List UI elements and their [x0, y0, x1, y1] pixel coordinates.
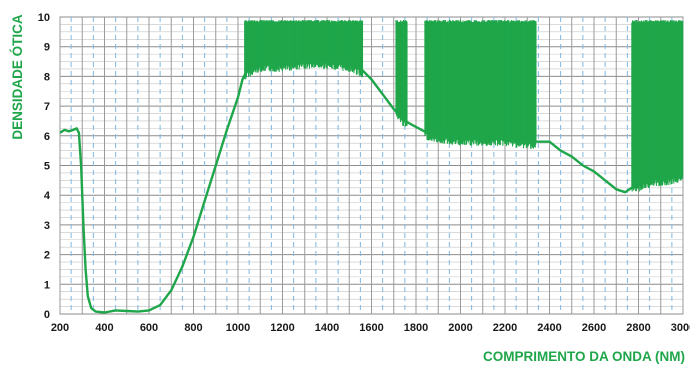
y-tick-label: 8 [44, 71, 50, 83]
x-tick-label: 2600 [582, 322, 606, 334]
x-tick-label: 1600 [359, 322, 383, 334]
x-tick-label: 1000 [226, 322, 250, 334]
y-tick-label: 4 [44, 190, 51, 202]
y-tick-label: 9 [44, 42, 50, 54]
x-tick-label: 2800 [626, 322, 650, 334]
x-axis-title: COMPRIMENTO DA ONDA (NM) [483, 349, 685, 364]
grid-lines [59, 16, 684, 315]
y-tick-label: 7 [44, 101, 50, 113]
x-tick-label: 2200 [493, 322, 517, 334]
x-tick-label: 2400 [537, 322, 561, 334]
y-axis-title: DENSIDADE ÓTICA [10, 14, 25, 140]
x-tick-label: 600 [140, 322, 158, 334]
saturated-noise-bands [244, 19, 684, 192]
x-tick-label: 1800 [404, 322, 428, 334]
x-tick-label: 1400 [315, 322, 339, 334]
x-tick-label: 400 [95, 322, 113, 334]
y-tick-label: 2 [44, 250, 50, 262]
series-line [59, 60, 684, 314]
y-tick-label: 1 [44, 279, 50, 291]
y-tick-label: 3 [44, 220, 50, 232]
x-tick-label: 1200 [270, 322, 294, 334]
y-tick-label: 0 [44, 309, 50, 321]
x-tick-labels: 200 400 600 800 1000 1200 1400 1600 1800 2000 2200… [51, 322, 690, 334]
y-tick-labels: 0 1 2 3 4 5 6 7 8 9 10 [38, 12, 51, 321]
x-tick-label: 800 [184, 322, 202, 334]
y-tick-label: 6 [44, 131, 50, 143]
x-tick-label: 2000 [448, 322, 472, 334]
y-tick-label: 10 [38, 12, 50, 24]
y-tick-label: 5 [44, 161, 50, 173]
x-tick-label: 200 [51, 322, 69, 334]
